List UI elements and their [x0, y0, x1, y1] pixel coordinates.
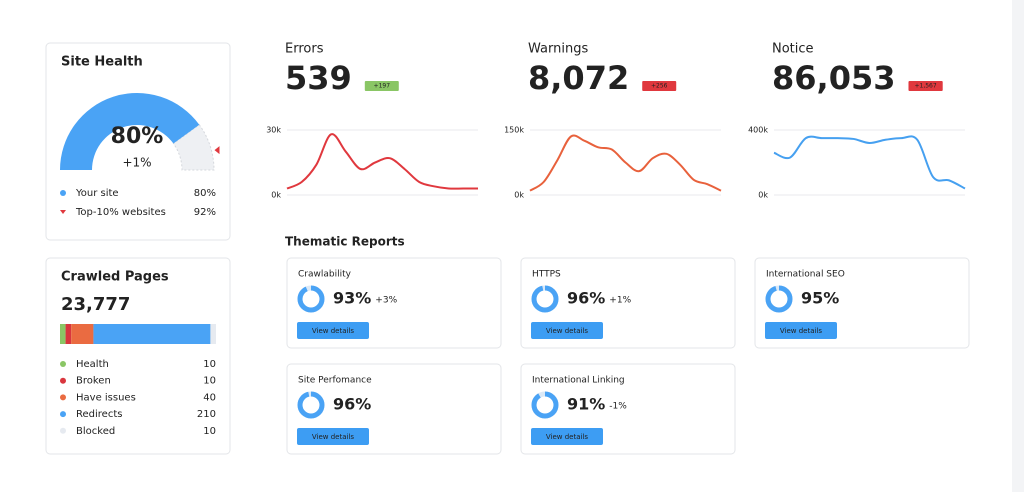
legend-marker [60, 210, 66, 214]
legend-value: 10 [203, 359, 216, 370]
legend-name: Top-10% websites [75, 207, 166, 218]
legend-dot [60, 361, 66, 367]
bar-segment [65, 324, 72, 344]
gauge-track [172, 124, 215, 171]
report-change: +1% [609, 296, 631, 306]
scroll-strip [1012, 0, 1024, 492]
donut-value [765, 285, 793, 313]
gauge-value [60, 93, 200, 170]
donut-value [531, 391, 559, 419]
y-tick-label: 0k [758, 191, 768, 200]
bar-segment [60, 324, 66, 344]
legend-name: Have issues [76, 392, 136, 403]
view-details-button[interactable] [765, 322, 837, 339]
legend-value: 80% [194, 188, 216, 199]
badge [642, 81, 677, 91]
gauge-marker [214, 146, 220, 155]
report-name: International SEO [766, 270, 845, 280]
report-change: -1% [609, 402, 627, 412]
legend-value: 40 [203, 392, 216, 403]
bar-segment [210, 324, 216, 344]
y-tick-label: 0k [271, 191, 281, 200]
badge [908, 81, 943, 91]
view-details-label[interactable]: View details [546, 433, 589, 441]
report-name: Site Perfomance [298, 376, 372, 386]
sparkline [529, 134, 722, 192]
donut-value [297, 285, 325, 313]
gauge-score: 80% [111, 124, 164, 149]
donut-value [531, 285, 559, 313]
legend-value: 10 [203, 376, 216, 387]
badge-text: +256 [651, 83, 668, 90]
report-value: 91% [567, 395, 605, 414]
section-title: Thematic Reports [285, 235, 405, 249]
report-name: International Linking [532, 376, 625, 386]
view-details-label[interactable]: View details [546, 327, 589, 335]
view-details-button[interactable] [531, 428, 603, 445]
site-health-card [45, 42, 231, 241]
report-value: 95% [801, 289, 839, 308]
metric-title: Warnings [528, 42, 588, 57]
legend-dot [60, 377, 66, 384]
legend-dot [60, 411, 66, 418]
crawled-pages-card [45, 257, 231, 455]
y-tick-label: 0k [514, 191, 524, 200]
gauge-change: +1% [122, 156, 151, 170]
bar-segment [71, 324, 94, 344]
metric-total: 8,072 [528, 59, 629, 97]
badge-text: +197 [374, 83, 391, 90]
report-name: HTTPS [532, 270, 561, 280]
legend-name: Broken [76, 376, 111, 387]
legend-name: Health [76, 359, 109, 370]
legend-name: Blocked [76, 426, 115, 437]
legend-value: 92% [194, 207, 216, 218]
report-value: 96% [567, 289, 605, 308]
legend-name: Redirects [76, 409, 122, 420]
metric-title: Notice [772, 42, 814, 57]
crawled-total: 23,777 [61, 294, 130, 315]
metric-total: 86,053 [772, 59, 895, 97]
view-details-label[interactable]: View details [312, 433, 355, 441]
badge [364, 81, 399, 91]
view-details-button[interactable] [297, 322, 369, 339]
view-details-label[interactable]: View details [780, 327, 823, 335]
metric-title: Errors [285, 42, 324, 57]
bar-segment [93, 324, 211, 344]
report-value: 96% [333, 395, 371, 414]
y-tick-label: 400k [748, 126, 768, 135]
sparkline [286, 133, 478, 190]
legend-dot [60, 190, 66, 196]
report-value: 93% [333, 289, 371, 308]
y-tick-label: 30k [266, 126, 281, 135]
badge-text: +1,567 [914, 83, 936, 90]
donut-value [297, 391, 325, 419]
legend-dot [60, 427, 66, 434]
y-tick-label: 150k [504, 126, 524, 135]
view-details-label[interactable]: View details [312, 327, 355, 335]
view-details-button[interactable] [531, 322, 603, 339]
legend-value: 10 [203, 426, 216, 437]
report-name: Crawlability [298, 270, 352, 280]
report-change: +3% [375, 296, 397, 306]
legend-name: Your site [75, 188, 119, 199]
card-title: Crawled Pages [61, 270, 169, 285]
legend-dot [60, 394, 66, 401]
view-details-button[interactable] [297, 428, 369, 445]
card-title: Site Health [61, 55, 143, 70]
metric-total: 539 [285, 59, 352, 97]
legend-value: 210 [197, 409, 216, 420]
sparkline [773, 135, 966, 190]
